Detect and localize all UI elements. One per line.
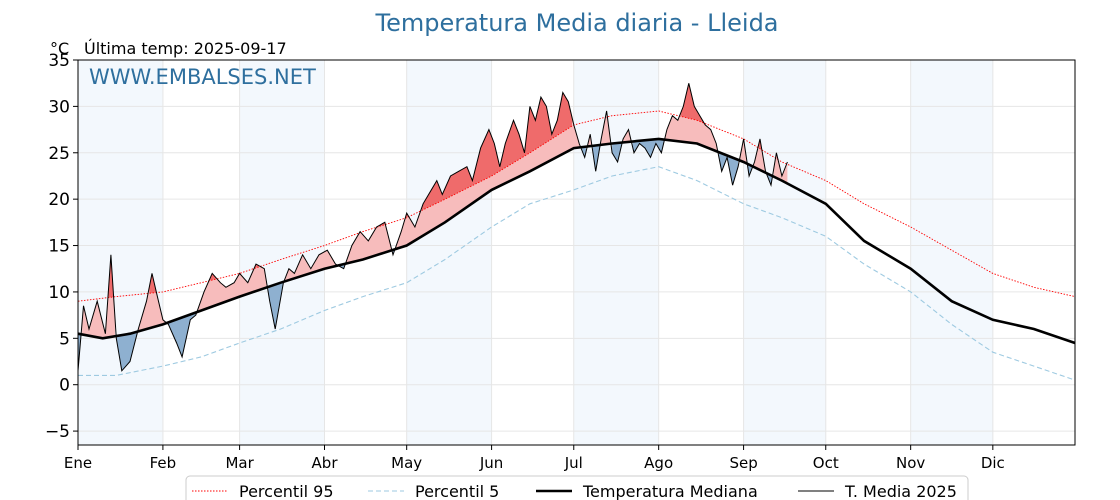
- fill-below-median: [268, 281, 284, 330]
- legend-item-temperatura-mediana: Temperatura Mediana: [536, 482, 758, 500]
- legend-item-percentil-5: Percentil 5: [368, 482, 499, 500]
- x-tick-label-ago: Ago: [644, 454, 673, 472]
- fill-below-median: [718, 152, 739, 186]
- y-tick-label: 0: [59, 376, 70, 396]
- y-tick-label: 30: [48, 97, 70, 117]
- month-bands: [78, 60, 993, 445]
- chart-title: Temperatura Media diaria - Lleida: [374, 9, 778, 37]
- month-band-may: [406, 60, 492, 445]
- x-axis: Ene Feb Mar Abr May Jun Jul Ago Sep Oct Nov Dic: [64, 445, 1005, 472]
- series-line-temperatura-mediana: [77, 137, 1076, 345]
- fill-above-p95: [758, 138, 762, 150]
- month-band-mar: [239, 60, 325, 445]
- fill-above-median: [395, 124, 581, 250]
- y-tick-label: 10: [48, 283, 70, 303]
- x-tick-label-may: May: [391, 454, 422, 472]
- x-tick-label-feb: Feb: [150, 454, 177, 472]
- fill-above-p95: [149, 273, 157, 294]
- x-tick-label-oct: Oct: [813, 454, 839, 472]
- watermark-text: WWW.EMBALSES.NET: [89, 65, 316, 89]
- x-tick-label-jul: Jul: [564, 454, 583, 472]
- fill-above-median: [665, 115, 718, 152]
- y-tick-label: 20: [48, 190, 70, 210]
- fill-above-p95: [421, 92, 573, 211]
- fill-above-median: [197, 266, 267, 312]
- y-tick-label: 5: [59, 329, 70, 349]
- plot-frame: [77, 59, 1076, 446]
- x-tick-label-dic: Dic: [981, 454, 1005, 472]
- month-band-ene: [78, 60, 163, 445]
- anomaly-fills: [78, 83, 788, 371]
- legend-box: [185, 475, 969, 500]
- legend: Percentil 95 Percentil 5 Temperatura Media…: [185, 475, 969, 500]
- legend-label: Temperatura Mediana: [582, 482, 758, 500]
- fill-above-p95: [209, 273, 217, 281]
- y-tick-label: 25: [48, 144, 70, 164]
- month-band-nov: [910, 60, 993, 445]
- fill-above-median: [601, 116, 611, 145]
- month-band-sep: [743, 60, 826, 445]
- y-tick-label: 15: [48, 237, 70, 257]
- legend-item-percentil-95: Percentil 95: [192, 482, 334, 500]
- fill-above-p95: [108, 254, 114, 298]
- fill-above-median: [138, 292, 166, 332]
- y-axis: −5 0 5 10 15 20 25 30 35: [45, 51, 78, 442]
- fill-below-median: [612, 142, 622, 163]
- fill-above-median: [82, 296, 115, 339]
- fill-below-median: [116, 331, 137, 371]
- x-tick-label-sep: Sep: [729, 454, 757, 472]
- series-lines: [77, 83, 1076, 381]
- fill-below-median: [592, 144, 600, 172]
- series-line-t-media-2025: [77, 83, 788, 372]
- x-tick-label-ene: Ene: [64, 454, 92, 472]
- series-line-percentil-5: [78, 166, 1076, 381]
- y-tick-label: 35: [48, 51, 70, 71]
- y-tick-label: −5: [45, 422, 70, 442]
- fill-below-median: [167, 312, 196, 357]
- legend-label: Percentil 95: [239, 482, 334, 500]
- y-unit-label: °C: [50, 39, 69, 58]
- fill-above-median: [739, 138, 747, 164]
- legend-label: T. Media 2025: [844, 482, 957, 500]
- x-tick-label-abr: Abr: [312, 454, 339, 472]
- month-band-jul: [573, 60, 659, 445]
- last-temp-label: Última temp: 2025-09-17: [84, 39, 287, 58]
- x-tick-label-nov: Nov: [896, 454, 925, 472]
- x-tick-label-jun: Jun: [479, 454, 503, 472]
- legend-label: Percentil 5: [415, 482, 499, 500]
- x-tick-label-mar: Mar: [225, 454, 254, 472]
- fill-above-median: [284, 250, 337, 282]
- legend-item-t-media-2025: T. Media 2025: [798, 482, 957, 500]
